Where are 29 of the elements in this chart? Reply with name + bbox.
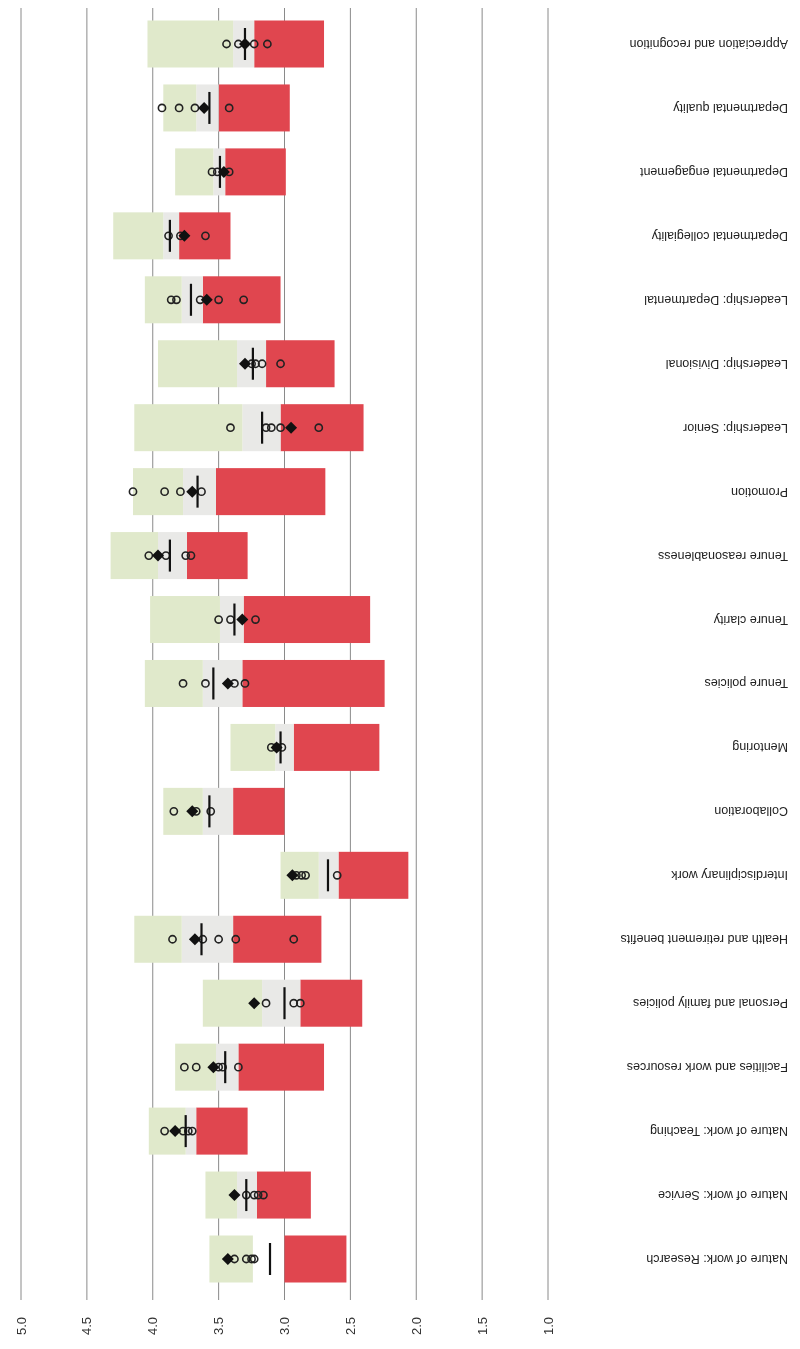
x-tick-label: 3.0 [277,1316,292,1336]
y-tick-label: Leadership: Divisional [665,356,788,371]
y-tick-label: Departmental quality [672,100,788,115]
y-tick-label: Nature of work: Teaching [649,1124,788,1139]
y-tick-label: Promotion [730,484,788,499]
x-tick-label: 5.0 [13,1316,29,1336]
x-tick-label: 2.0 [408,1316,424,1336]
y-tick-label: Leadership: Departmental [644,292,788,307]
x-tick-label: 2.5 [342,1316,358,1336]
x-tick-label: 1.0 [540,1316,556,1336]
y-tick-label: Departmental collegiality [651,228,788,243]
y-tick-label: Interdisciplinary work [670,868,788,883]
x-tick-label: 4.0 [145,1316,161,1336]
y-tick-label: Collaboration [714,804,788,819]
y-tick-label: Appreciation and recognition [629,37,788,51]
y-tick-label: Nature of work: Research [646,1252,788,1266]
x-tick-label: 1.5 [474,1316,490,1336]
y-tick-label: Tenure reasonableness [658,548,788,563]
y-tick-label: Nature of work: Service [658,1188,788,1203]
y-tick-label: Departmental engagement [639,164,788,179]
y-tick-label: Mentoring [732,740,788,755]
y-tick-label: Leadership: Senior [683,420,788,435]
y-tick-label: Facilities and work resources [626,1060,788,1075]
y-tick-label: Tenure policies [704,676,788,691]
x-tick-label: 3.5 [211,1316,227,1336]
x-tick-label: 4.5 [79,1316,95,1336]
y-tick-label: Tenure clarity [712,612,788,627]
y-tick-label: Health and retirement benefits [620,932,788,947]
y-tick-label: Personal and family policies [633,996,788,1011]
